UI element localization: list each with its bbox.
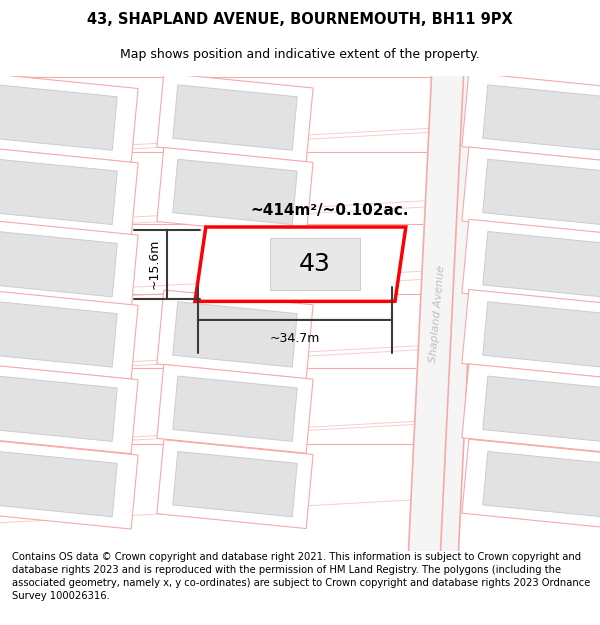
- Polygon shape: [173, 302, 297, 367]
- Polygon shape: [157, 364, 313, 453]
- Polygon shape: [462, 364, 600, 454]
- Polygon shape: [483, 159, 600, 224]
- Text: 43, SHAPLAND AVENUE, BOURNEMOUTH, BH11 9PX: 43, SHAPLAND AVENUE, BOURNEMOUTH, BH11 9…: [87, 11, 513, 26]
- Polygon shape: [462, 289, 600, 379]
- Polygon shape: [462, 439, 600, 529]
- Polygon shape: [270, 238, 360, 290]
- Polygon shape: [157, 148, 313, 236]
- Polygon shape: [157, 440, 313, 529]
- Polygon shape: [195, 227, 406, 301]
- Polygon shape: [157, 73, 313, 162]
- Polygon shape: [173, 85, 297, 150]
- Polygon shape: [409, 76, 482, 551]
- Polygon shape: [173, 159, 297, 224]
- Text: Map shows position and indicative extent of the property.: Map shows position and indicative extent…: [120, 48, 480, 61]
- Polygon shape: [483, 85, 600, 150]
- Text: Shapland Avenue: Shapland Avenue: [428, 264, 446, 363]
- Text: Contains OS data © Crown copyright and database right 2021. This information is : Contains OS data © Crown copyright and d…: [12, 552, 590, 601]
- Polygon shape: [173, 376, 297, 441]
- Text: ~414m²/~0.102ac.: ~414m²/~0.102ac.: [251, 203, 409, 218]
- Polygon shape: [173, 451, 297, 517]
- Polygon shape: [157, 290, 313, 379]
- Polygon shape: [0, 219, 138, 309]
- Polygon shape: [483, 376, 600, 441]
- Polygon shape: [0, 439, 138, 529]
- Polygon shape: [0, 364, 138, 454]
- Polygon shape: [462, 219, 600, 309]
- Polygon shape: [0, 289, 138, 379]
- Polygon shape: [0, 451, 117, 517]
- Polygon shape: [0, 159, 117, 224]
- Polygon shape: [483, 231, 600, 297]
- Polygon shape: [0, 302, 117, 367]
- Polygon shape: [0, 147, 138, 237]
- Polygon shape: [0, 85, 117, 150]
- Polygon shape: [462, 147, 600, 237]
- Polygon shape: [0, 72, 138, 162]
- Polygon shape: [0, 231, 117, 297]
- Polygon shape: [483, 302, 600, 367]
- Text: ~34.7m: ~34.7m: [270, 332, 320, 346]
- Polygon shape: [0, 376, 117, 441]
- Polygon shape: [462, 72, 600, 162]
- Text: 43: 43: [299, 252, 331, 276]
- Text: ~15.6m: ~15.6m: [148, 239, 161, 289]
- Polygon shape: [483, 451, 600, 517]
